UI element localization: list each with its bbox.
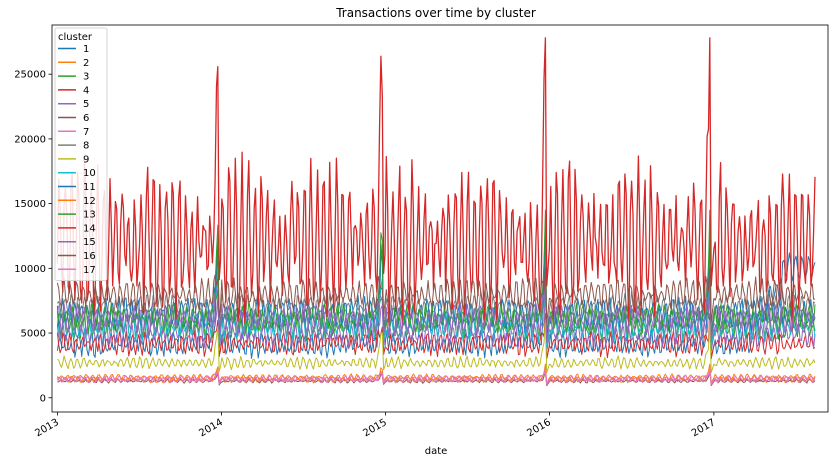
- y-tick-label: 20000: [14, 134, 46, 145]
- series-line-cluster-10: [56, 254, 816, 347]
- series-line-cluster-5: [56, 287, 816, 352]
- series-line-cluster-15: [57, 280, 816, 343]
- legend-label-cluster-15: 15: [83, 237, 96, 248]
- legend-label-cluster-5: 5: [83, 99, 89, 110]
- legend-title: cluster: [58, 32, 93, 43]
- legend-label-cluster-8: 8: [83, 141, 89, 152]
- y-tick-label: 10000: [14, 264, 46, 275]
- legend-label-cluster-6: 6: [83, 113, 89, 124]
- series-line-cluster-16: [56, 267, 816, 324]
- y-axis: 0 5000 10000 15000 20000 25000: [14, 70, 52, 404]
- legend-label-cluster-3: 3: [83, 72, 89, 83]
- series-line-cluster-17: [56, 367, 816, 385]
- legend-label-cluster-17: 17: [83, 265, 96, 276]
- legend-label-cluster-14: 14: [83, 223, 96, 234]
- chart-title: Transactions over time by cluster: [335, 6, 536, 20]
- y-tick-label: 5000: [21, 329, 46, 340]
- y-tick-label: 0: [40, 393, 46, 404]
- legend-label-cluster-16: 16: [83, 251, 96, 262]
- legend-label-cluster-1: 1: [83, 44, 89, 55]
- legend-label-cluster-7: 7: [83, 127, 89, 138]
- legend-label-cluster-10: 10: [83, 168, 96, 179]
- y-tick-label: 15000: [14, 199, 46, 210]
- legend-label-cluster-13: 13: [83, 210, 96, 221]
- legend-label-cluster-12: 12: [83, 196, 96, 207]
- x-axis-label: date: [425, 446, 448, 457]
- series-lines: [56, 37, 816, 387]
- series-line-cluster-14: [56, 37, 816, 331]
- y-tick-label: 25000: [14, 70, 46, 81]
- legend-box: [54, 27, 108, 282]
- series-line-cluster-9: [57, 319, 816, 374]
- legend-label-cluster-11: 11: [83, 182, 96, 193]
- legend-label-cluster-4: 4: [83, 85, 89, 96]
- series-line-cluster-6: [57, 371, 816, 387]
- legend-label-cluster-2: 2: [83, 58, 89, 69]
- legend-label-cluster-9: 9: [83, 154, 89, 165]
- plot-area-frame: [51, 24, 829, 413]
